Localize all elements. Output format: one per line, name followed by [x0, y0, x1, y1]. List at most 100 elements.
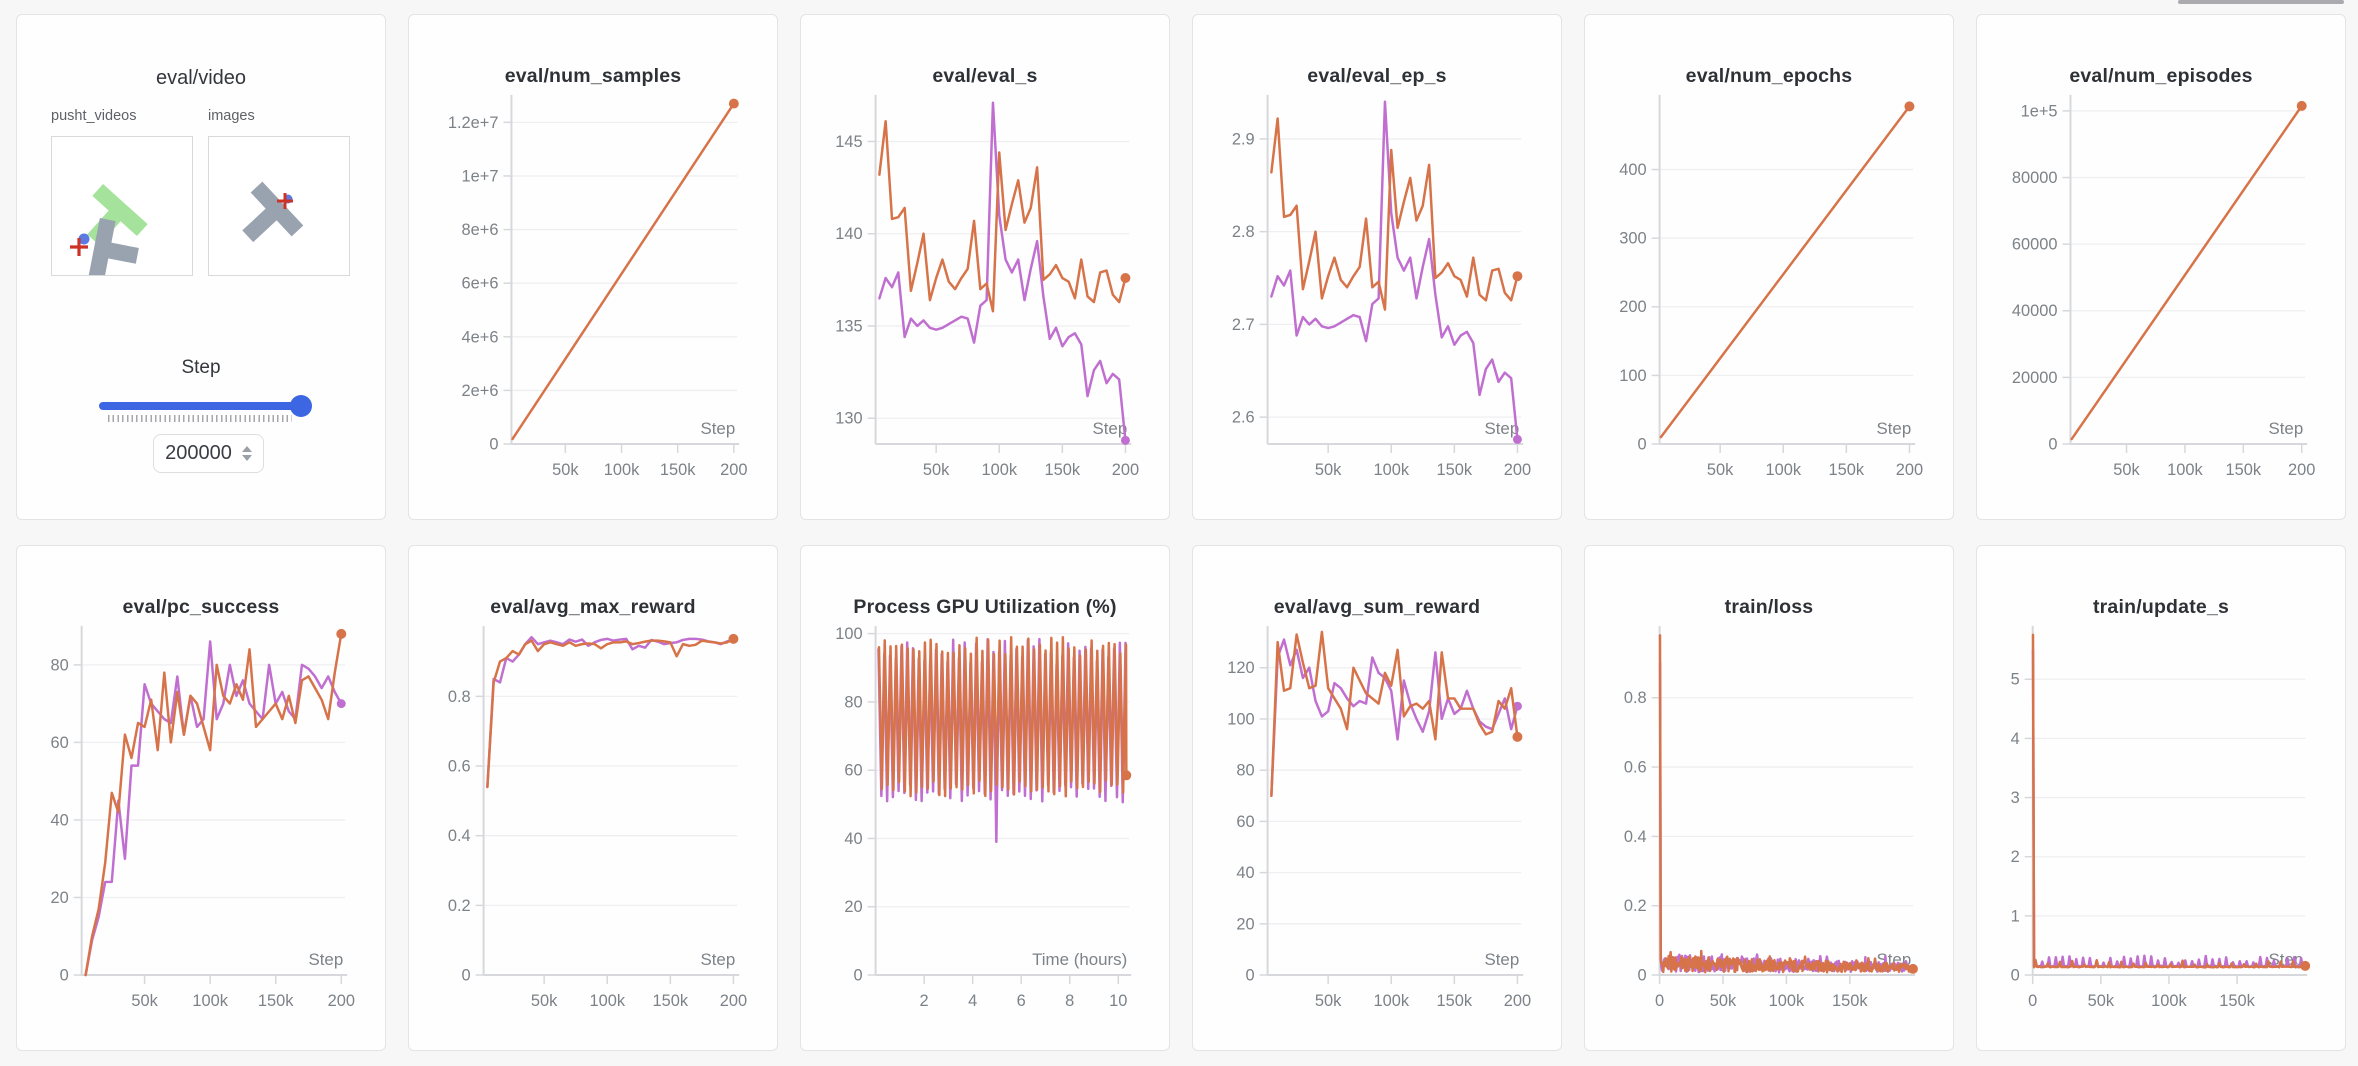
- y-tick-label: 0: [60, 967, 69, 985]
- series-end-marker-orange: [1512, 271, 1523, 282]
- series-end-marker-purple: [1512, 434, 1522, 444]
- y-tick-label: 60: [1236, 813, 1254, 831]
- x-tick-label: 150k: [660, 461, 696, 479]
- chart-title: eval/pc_success: [122, 596, 280, 618]
- x-axis-title: Step: [2268, 419, 2303, 438]
- step-slider-label: Step: [181, 357, 221, 378]
- series-line-orange: [878, 119, 1127, 313]
- series-end-marker-orange: [1120, 273, 1131, 283]
- y-tick-label: 20: [1236, 915, 1254, 933]
- series-end-marker-purple: [1512, 701, 1522, 711]
- step-value[interactable]: 200000: [165, 442, 232, 464]
- y-tick-label: 20000: [2012, 369, 2058, 387]
- panel-eval-pc-success: eval/pc_success 0 20 40 60 80 50k 100k 150k 200 St…: [16, 545, 386, 1051]
- x-tick-label: 100k: [1373, 461, 1409, 479]
- y-tick-label: 0: [1638, 436, 1647, 454]
- series-line-purple: [486, 635, 735, 789]
- y-tick-label: 20: [844, 898, 862, 916]
- y-tick-label: 80000: [2012, 169, 2058, 187]
- x-tick-label: 50k: [1710, 992, 1737, 1010]
- x-tick-label: 200: [720, 992, 747, 1010]
- y-tick-label: 0: [854, 967, 863, 985]
- x-tick-label: 150k: [1437, 461, 1473, 479]
- panel-grid: eval/video pusht_videos images: [16, 14, 2346, 1051]
- chart-canvas: 0 100 200 300 400 50k 100k 150k 200 Step: [1619, 94, 1923, 479]
- horizontal-scrollbar[interactable]: [2178, 0, 2344, 4]
- series-end-marker-orange: [1904, 101, 1915, 112]
- y-tick-label: 2.7: [1232, 316, 1255, 334]
- series-end-marker-orange: [728, 98, 739, 109]
- y-tick-label: 8e+6: [462, 221, 499, 239]
- chart-canvas: 0 20 40 60 80 50k 100k 150k 200 Step: [50, 625, 355, 1010]
- decrement-arrow-icon[interactable]: [241, 455, 252, 461]
- series-line-orange: [1270, 630, 1519, 798]
- x-tick-label: 50k: [552, 461, 579, 479]
- chart-title: eval/avg_sum_reward: [1273, 596, 1481, 618]
- x-axis-title: Step: [308, 950, 343, 969]
- x-tick-label: 50k: [2088, 992, 2115, 1010]
- y-tick-label: 200: [1619, 298, 1646, 316]
- y-tick-label: 140: [835, 225, 862, 243]
- y-tick-label: 0: [2011, 967, 2020, 985]
- panel-process-gpu-utilization-: Process GPU Utilization (%) 0 20 40 60 80 100 2…: [800, 545, 1170, 1051]
- x-tick-label: 100k: [1769, 992, 1805, 1010]
- x-tick-label: 50k: [923, 461, 950, 479]
- series-line-purple: [878, 101, 1127, 442]
- y-tick-label: 0.8: [448, 688, 471, 706]
- x-tick-label: 100k: [589, 992, 625, 1010]
- x-tick-label: 100k: [1373, 992, 1409, 1010]
- x-tick-label: 200: [1112, 461, 1139, 479]
- y-tick-label: 1e+7: [462, 167, 499, 185]
- y-tick-label: 0.6: [448, 757, 471, 775]
- images-scene-graphic: [242, 181, 304, 243]
- series-end-marker-purple: [1120, 435, 1130, 445]
- y-tick-label: 20: [50, 889, 68, 907]
- chart-title: eval/eval_s: [932, 65, 1038, 87]
- y-tick-label: 0.2: [448, 897, 471, 915]
- x-tick-label: 100k: [981, 461, 1017, 479]
- x-tick-label: 100k: [604, 461, 640, 479]
- series-line-purple: [1658, 661, 1914, 974]
- x-tick-label: 2: [920, 992, 929, 1010]
- stepper-spinner: [241, 446, 252, 461]
- series-line-purple: [2031, 648, 2307, 969]
- y-tick-label: 4: [2011, 730, 2020, 748]
- y-tick-label: 145: [835, 133, 862, 151]
- x-tick-label: 0: [2028, 992, 2037, 1010]
- media-group-label: images: [208, 108, 255, 124]
- x-tick-label: 200: [1504, 992, 1531, 1010]
- x-tick-label: 150k: [1045, 461, 1081, 479]
- y-tick-label: 80: [1236, 762, 1254, 780]
- y-tick-label: 2.6: [1232, 409, 1255, 427]
- x-tick-label: 200: [720, 461, 747, 479]
- x-tick-label: 50k: [1707, 461, 1734, 479]
- step-value-input[interactable]: 200000: [153, 434, 264, 473]
- y-tick-label: 100: [1619, 367, 1646, 385]
- y-tick-label: 5: [2011, 671, 2020, 689]
- increment-arrow-icon[interactable]: [241, 446, 252, 452]
- y-tick-label: 60: [50, 734, 68, 752]
- step-slider-track[interactable]: [99, 402, 301, 410]
- x-tick-label: 100k: [2167, 461, 2203, 479]
- panel-title: eval/video: [155, 67, 247, 89]
- y-tick-label: 0: [1638, 967, 1647, 985]
- step-slider-thumb[interactable]: [290, 395, 312, 417]
- panel-train-loss: train/loss 0 0.2 0.4 0.6 0.8 0 50k 100k 150k Step: [1584, 545, 1954, 1051]
- chart-title: eval/avg_max_reward: [490, 596, 696, 618]
- x-tick-label: 150k: [2226, 461, 2262, 479]
- panel-eval-video: eval/video pusht_videos images: [16, 14, 386, 520]
- series-line-orange: [486, 637, 735, 789]
- series-line-orange: [2031, 633, 2307, 969]
- pusht-video-thumbnail[interactable]: [51, 136, 193, 276]
- x-tick-label: 200: [1504, 461, 1531, 479]
- x-tick-label: 150k: [2219, 992, 2255, 1010]
- series-end-marker-orange: [728, 633, 739, 644]
- panel-eval-eval-s: eval/eval_s 130 135 140 145 50k 100k 150k 200 Ste…: [800, 14, 1170, 520]
- y-tick-label: 0: [1246, 967, 1255, 985]
- series-end-marker-orange: [2300, 960, 2311, 971]
- series-end-marker-orange: [336, 628, 347, 639]
- images-thumbnail[interactable]: [208, 136, 350, 276]
- y-tick-label: 40: [844, 830, 862, 848]
